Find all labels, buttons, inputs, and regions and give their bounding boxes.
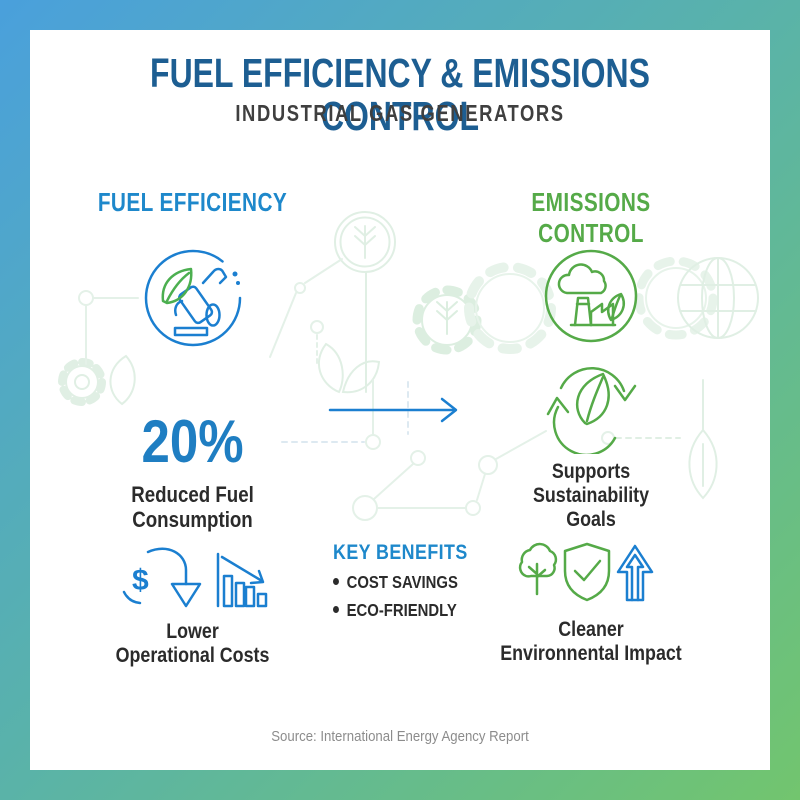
gear-sprout-watermark xyxy=(412,285,482,355)
bullet-icon xyxy=(333,606,339,613)
emissions-control-heading: EMISSIONS CONTROL xyxy=(531,187,651,248)
benefit-item: COST SAVINGS xyxy=(333,572,495,593)
eco-impact-icons xyxy=(518,542,654,602)
benefit-label: COST SAVINGS xyxy=(346,572,458,592)
key-benefits: KEY BENEFITS COST SAVINGS ECO-FRIENDLY xyxy=(333,541,495,621)
cost-label: Lower Operational Costs xyxy=(115,620,270,667)
sprout-circle-watermark xyxy=(334,211,396,393)
benefit-label: ECO-FRIENDLY xyxy=(346,600,457,620)
impact-label: Cleaner Environnental Impact xyxy=(500,618,682,665)
factory-emissions-icon xyxy=(544,249,638,343)
source-text: Source: International Energy Agency Repo… xyxy=(271,728,529,745)
globe-watermark xyxy=(677,257,759,339)
dollar-down-arrow-icon: $ xyxy=(122,547,202,608)
gear-watermark-center xyxy=(464,262,556,354)
network-watermark-mid xyxy=(269,258,343,367)
sustainability-label: Supports Sustainability Goals xyxy=(532,460,650,531)
background-watermark xyxy=(58,211,759,521)
infographic-card: FUEL EFFICIENCY & EMISSIONS CONTROL INDU… xyxy=(30,30,770,770)
right-arrow-icon xyxy=(328,397,458,423)
up-arrow-icon xyxy=(616,544,654,602)
declining-chart-icon xyxy=(216,552,268,608)
fuel-stat-value: 20% xyxy=(141,408,244,475)
gear-watermark-right xyxy=(634,256,718,340)
tree-icon xyxy=(518,542,558,596)
fuel-stat-label: Reduced Fuel Consumption xyxy=(131,482,254,533)
gear-watermark-left xyxy=(58,358,106,406)
key-benefits-heading: KEY BENEFITS xyxy=(333,541,468,564)
benefit-item: ECO-FRIENDLY xyxy=(333,600,495,621)
shield-check-icon xyxy=(563,542,611,602)
cost-icons: $ xyxy=(122,547,268,608)
network-watermark-topleft xyxy=(78,290,139,365)
recycle-leaf-icon xyxy=(546,366,637,454)
leaf-pair-watermark xyxy=(317,342,381,394)
leaf-watermark-left xyxy=(109,354,136,406)
bullet-icon xyxy=(333,578,339,585)
dollar-sign: $ xyxy=(132,564,149,597)
network-watermark-bottom xyxy=(281,379,547,521)
fuel-efficiency-heading: FUEL EFFICIENCY xyxy=(97,187,288,217)
fuel-pump-icon xyxy=(144,249,242,347)
page-subtitle: INDUSTRIAL GAS GENERATORS xyxy=(235,100,565,126)
page-title: FUEL EFFICIENCY & EMISSIONS CONTROL xyxy=(150,50,650,140)
